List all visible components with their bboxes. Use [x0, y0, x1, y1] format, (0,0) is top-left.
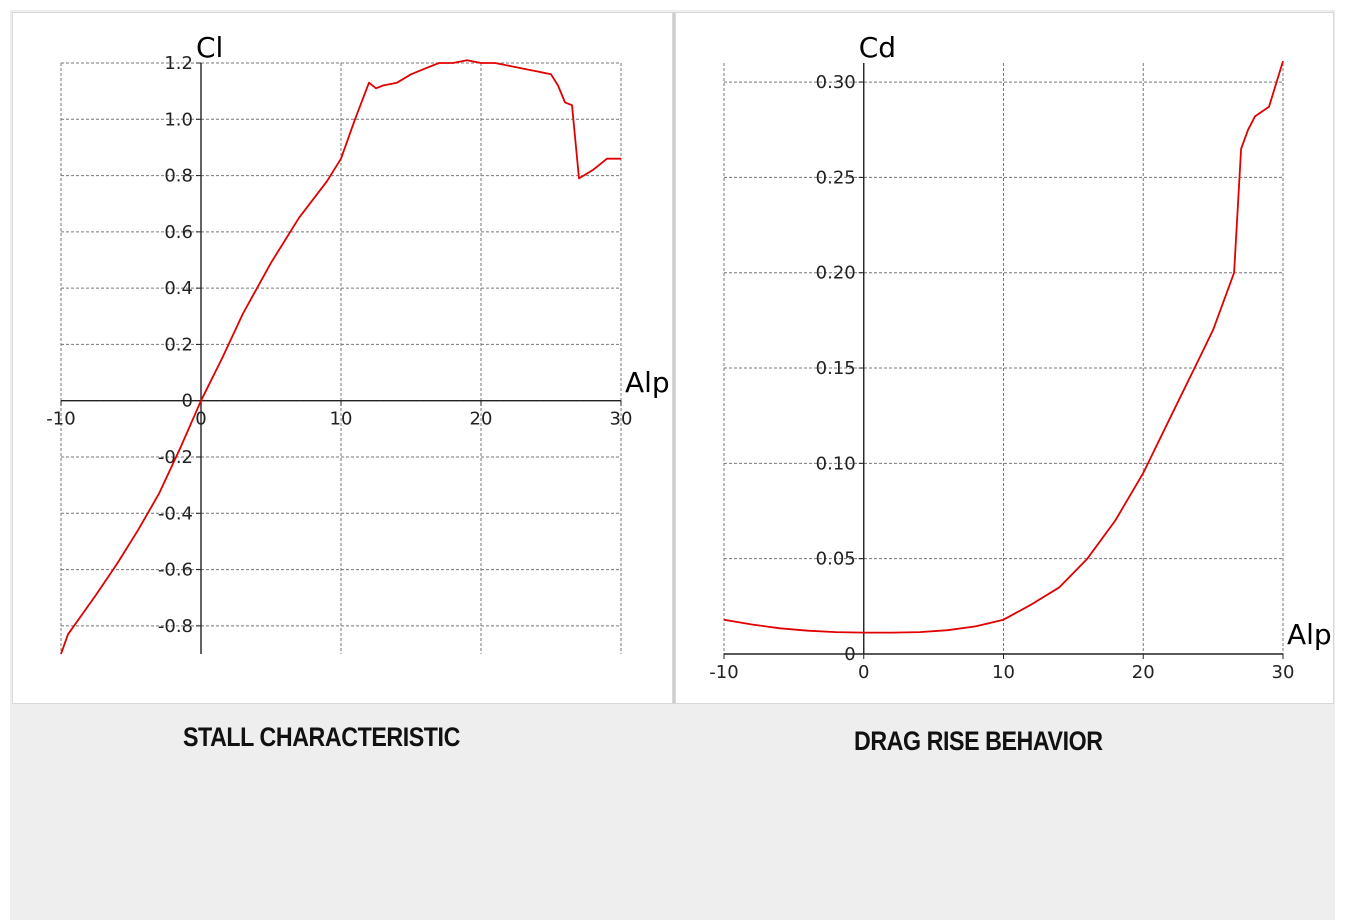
x-tick-label: 0 — [858, 662, 869, 683]
y-tick-label: -0.8 — [158, 616, 193, 637]
y-tick-label: 0.6 — [164, 222, 193, 243]
y-tick-label: 0 — [844, 644, 855, 665]
cl-chart-panel — [12, 12, 673, 704]
y-tick-label: 0.05 — [816, 549, 856, 570]
y-tick-label: 0.20 — [816, 263, 856, 284]
caption-stall-characteristic: STALL CHARACTERISTIC — [183, 722, 460, 752]
x-tick-label: 30 — [610, 409, 633, 430]
x-tick-label: -10 — [709, 662, 738, 683]
y-tick-label: 1.0 — [164, 109, 193, 130]
cd-chart-panel — [675, 12, 1334, 704]
y-tick-label: -0.6 — [158, 560, 193, 581]
data-series-line — [60, 59, 621, 655]
x-axis-title: Alp — [1287, 618, 1332, 651]
y-tick-label: 0.30 — [816, 72, 856, 93]
y-tick-label: 0.25 — [816, 167, 856, 188]
y-tick-label: 0.4 — [164, 278, 193, 299]
y-axis-title: Cl — [196, 31, 223, 64]
y-tick-label: 1.2 — [164, 53, 193, 74]
x-tick-label: 20 — [470, 409, 493, 430]
y-tick-label: 0.15 — [816, 358, 856, 379]
y-tick-label: 0 — [182, 391, 193, 412]
x-tick-label: 20 — [1132, 662, 1155, 683]
y-tick-label: 0.10 — [816, 453, 856, 474]
y-tick-label: -0.4 — [158, 503, 193, 524]
y-tick-label: 0.8 — [164, 166, 193, 187]
data-series-line — [723, 60, 1284, 634]
panel-divider — [673, 12, 675, 704]
y-axis-title: Cd — [859, 31, 896, 64]
y-tick-label: 0.2 — [164, 334, 193, 355]
x-tick-label: 10 — [330, 409, 353, 430]
x-tick-label: 30 — [1272, 662, 1295, 683]
x-tick-label: 0 — [195, 409, 206, 430]
x-tick-label: 10 — [992, 662, 1015, 683]
x-tick-label: -10 — [46, 409, 75, 430]
x-axis-title: Alp — [625, 366, 670, 399]
caption-drag-rise-behavior: DRAG RISE BEHAVIOR — [854, 726, 1103, 756]
